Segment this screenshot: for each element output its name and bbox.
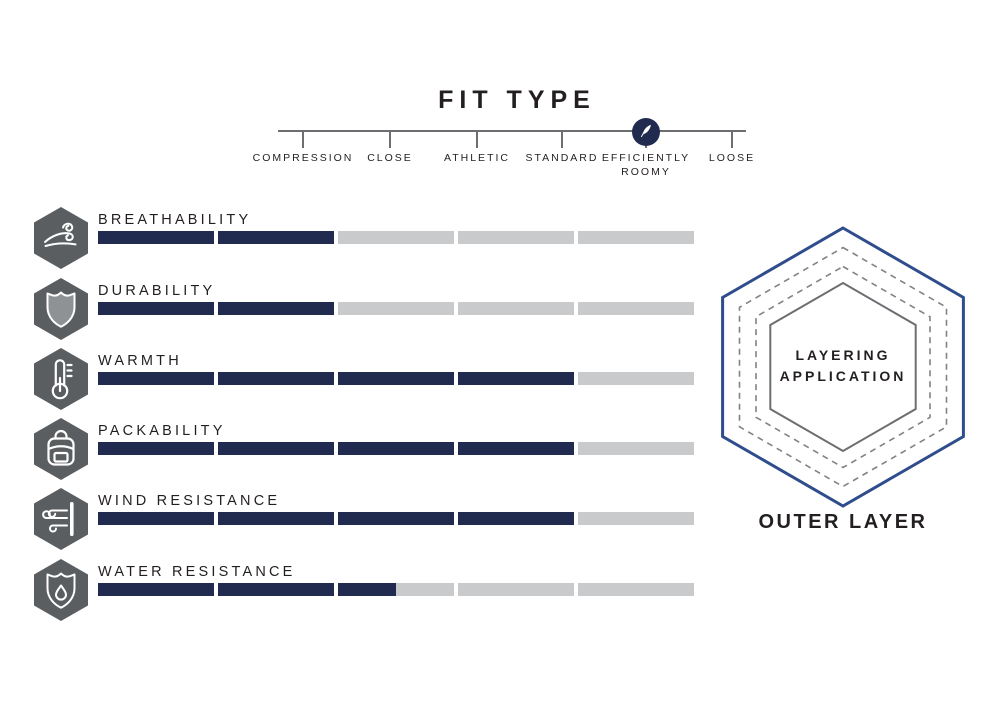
water-shield-icon xyxy=(34,559,88,621)
rating-bar xyxy=(98,442,694,455)
shield-icon xyxy=(34,278,88,340)
rating-segment xyxy=(338,442,454,455)
attribute-row: BREATHABILITY xyxy=(0,207,720,275)
rating-bar xyxy=(98,583,694,596)
hexagon-ring-solid-gray xyxy=(769,281,917,453)
rating-segment xyxy=(338,231,454,244)
rating-segment xyxy=(458,512,574,525)
wind-barrier-icon xyxy=(34,488,88,550)
fit-option-label: ATHLETIC xyxy=(444,152,510,164)
layering-title-line1: LAYERING xyxy=(795,347,891,363)
fit-type-scale-line xyxy=(278,130,746,132)
rating-segment xyxy=(218,372,334,385)
rating-segment xyxy=(578,231,694,244)
rating-bar xyxy=(98,512,694,525)
rating-segment xyxy=(578,372,694,385)
attribute-row: WATER RESISTANCE xyxy=(0,559,720,627)
scale-tick xyxy=(476,131,478,148)
rating-segment xyxy=(218,583,334,596)
attribute-label: WARMTH xyxy=(98,353,182,369)
attribute-label: WIND RESISTANCE xyxy=(98,493,281,509)
rating-segment xyxy=(578,583,694,596)
attribute-row: DURABILITY xyxy=(0,278,720,346)
attribute-row: WARMTH xyxy=(0,348,720,416)
scale-tick xyxy=(389,131,391,148)
rating-segment xyxy=(338,583,454,596)
scale-tick xyxy=(561,131,563,148)
rating-segment xyxy=(578,442,694,455)
rating-segment xyxy=(98,442,214,455)
rating-segment xyxy=(98,231,214,244)
rating-segment xyxy=(98,372,214,385)
fit-option-label: LOOSE xyxy=(708,152,756,164)
attribute-label: PACKABILITY xyxy=(98,423,226,439)
layering-title-line2: APPLICATION xyxy=(779,368,907,384)
fit-type-title: FIT TYPE xyxy=(438,86,596,114)
hexagon-ring-dashed xyxy=(738,246,948,488)
rating-segment xyxy=(218,231,334,244)
rating-bar xyxy=(98,231,694,244)
rating-segment xyxy=(458,231,574,244)
attribute-row: WIND RESISTANCE xyxy=(0,488,720,556)
fit-option-label: COMPRESSION xyxy=(252,152,354,164)
feather-icon xyxy=(635,119,657,146)
rating-segment xyxy=(458,583,574,596)
fit-option-label: CLOSE xyxy=(367,152,413,164)
rating-segment xyxy=(98,583,214,596)
layering-title: LAYERING APPLICATION xyxy=(763,345,923,387)
fit-option-label: EFFICIENTLY ROOMY xyxy=(601,152,691,178)
fit-option-label: STANDARD xyxy=(525,152,599,164)
rating-segment xyxy=(218,512,334,525)
rating-segment xyxy=(98,302,214,315)
rating-segment xyxy=(578,302,694,315)
rating-segment xyxy=(338,512,454,525)
scale-tick xyxy=(731,131,733,148)
thermometer-icon xyxy=(34,348,88,410)
rating-segment xyxy=(218,302,334,315)
rating-segment xyxy=(458,302,574,315)
backpack-icon xyxy=(34,418,88,480)
outer-layer-caption: OUTER LAYER xyxy=(758,511,928,533)
rating-segment xyxy=(218,442,334,455)
rating-segment xyxy=(338,372,454,385)
attribute-label: DURABILITY xyxy=(98,283,216,299)
rating-bar xyxy=(98,372,694,385)
rating-segment xyxy=(578,512,694,525)
hexagon-ring-dashed xyxy=(755,265,931,469)
wind-breath-icon xyxy=(34,207,88,269)
rating-segment xyxy=(338,302,454,315)
attribute-label: WATER RESISTANCE xyxy=(98,564,296,580)
rating-segment xyxy=(458,372,574,385)
fit-marker xyxy=(632,118,660,146)
rating-bar xyxy=(98,302,694,315)
layering-hexagon-diagram xyxy=(721,226,965,508)
attribute-label: BREATHABILITY xyxy=(98,212,252,228)
attribute-row: PACKABILITY xyxy=(0,418,720,486)
rating-segment xyxy=(458,442,574,455)
scale-tick xyxy=(302,131,304,148)
rating-segment xyxy=(98,512,214,525)
hexagon-ring-solid-blue xyxy=(721,226,965,508)
